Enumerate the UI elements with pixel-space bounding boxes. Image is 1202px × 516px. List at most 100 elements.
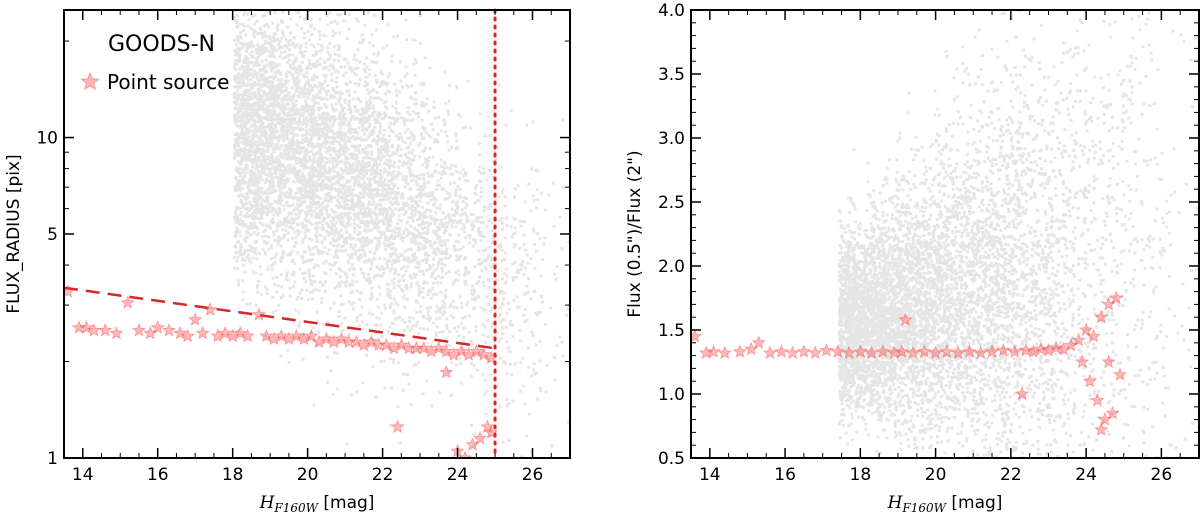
point-source-star (762, 345, 778, 360)
point-source-star (751, 335, 766, 350)
y-tick-label: 2.5 (658, 193, 685, 213)
point-source-star (1056, 341, 1071, 356)
point-source-star (962, 344, 977, 358)
x-tick-label: 22 (372, 465, 394, 485)
point-source-star (187, 312, 203, 326)
point-source-star (1101, 296, 1116, 311)
x-tick-label: 26 (522, 465, 544, 485)
point-source-star (1093, 422, 1109, 437)
point-source-star (774, 344, 789, 358)
point-source-star (465, 437, 480, 451)
right-y-ticks: 0.5 1.0 1.5 2.0 2.5 3.0 3.5 4.0 (658, 1, 1199, 469)
point-source-star (1112, 367, 1128, 382)
point-source-star (1033, 341, 1049, 356)
point-source-star (281, 331, 297, 346)
y-tick-label: 3.5 (658, 65, 685, 85)
point-source-star (886, 345, 902, 360)
y-tick-label: 1.0 (658, 385, 685, 405)
left-all-sources-cloud (232, 10, 570, 458)
point-source-star (1090, 392, 1105, 407)
point-source-star (386, 340, 402, 355)
point-source-star (864, 345, 879, 360)
y-tick-label: 3.0 (658, 129, 685, 149)
point-source-star (424, 343, 439, 358)
point-source-star (853, 344, 868, 358)
point-source-star (830, 344, 845, 358)
point-source-star (409, 340, 424, 355)
point-source-star (984, 344, 1000, 358)
point-source-star (928, 345, 943, 360)
point-source-star (296, 331, 312, 346)
right-x-axis-label: HF160W [mag] (887, 493, 1003, 515)
point-source-star (996, 342, 1011, 357)
point-source-star (905, 345, 921, 360)
point-source-star (472, 430, 488, 445)
point-source-star (71, 320, 87, 334)
point-source-star (311, 334, 327, 349)
x-tick-label: 22 (1000, 465, 1022, 485)
x-tick-label: 16 (774, 465, 796, 485)
point-source-star (1014, 386, 1030, 401)
point-source-star (898, 312, 913, 326)
point-source-star (457, 450, 473, 458)
left-point-sources (64, 284, 499, 458)
point-source-star (341, 334, 357, 349)
point-source-star (454, 343, 469, 358)
point-source-star (480, 419, 495, 434)
point-source-star (379, 337, 394, 352)
point-source-star (1026, 344, 1041, 358)
point-source-star (1101, 354, 1116, 369)
y-tick-label: 10 (36, 129, 58, 149)
point-source-star (64, 284, 75, 298)
x-label-subscript: F160W (901, 501, 947, 515)
x-label-symbol: H (887, 493, 904, 513)
point-source-star (240, 328, 255, 343)
right-point-sources (691, 290, 1128, 437)
x-tick-label: 20 (925, 465, 947, 485)
point-source-star (172, 325, 188, 340)
right-plot-frame (690, 9, 1200, 459)
right-panel: 14 16 18 20 22 24 26 0.51.01.52.02.53.03.54.0 … (625, 1, 1200, 515)
point-source-star (210, 328, 225, 343)
point-source-star (484, 350, 499, 365)
x-label-unit: [mag] (318, 493, 374, 513)
x-label-unit: [mag] (946, 493, 1002, 513)
point-source-star (86, 322, 102, 337)
legend-point-source-label: Point source (107, 70, 229, 94)
point-source-star (109, 325, 124, 340)
point-source-star (289, 328, 304, 343)
point-source-star (390, 419, 405, 434)
point-source-star (1086, 328, 1101, 343)
x-tick-label: 24 (447, 465, 469, 485)
point-source-star (120, 295, 135, 310)
point-source-star (1048, 340, 1064, 355)
point-source-star (142, 325, 158, 340)
y-tick-label: 5 (47, 225, 58, 245)
point-source-star (416, 340, 432, 355)
point-source-star (334, 331, 349, 346)
point-source-star (401, 340, 417, 355)
field-label: GOODS-N (108, 32, 215, 57)
point-source-star (706, 344, 721, 358)
x-tick-label: 26 (1151, 465, 1173, 485)
point-source-star (304, 328, 319, 343)
y-tick-label: 2.0 (658, 257, 685, 277)
point-source-star (484, 424, 499, 439)
point-source-star (939, 344, 955, 358)
point-source-star (180, 328, 195, 343)
left-x-axis-label: HF160W [mag] (259, 493, 375, 515)
point-source-star (225, 328, 240, 343)
point-source-star (1071, 332, 1086, 347)
point-source-star (232, 325, 248, 340)
point-source-star (131, 322, 147, 337)
point-source-star (326, 334, 342, 349)
point-source-star (717, 345, 733, 360)
point-source-star (1075, 354, 1090, 369)
point-source-star (469, 343, 484, 358)
point-source-star (1007, 344, 1022, 358)
y-tick-label: 1.5 (658, 321, 685, 341)
point-source-star (202, 302, 218, 317)
